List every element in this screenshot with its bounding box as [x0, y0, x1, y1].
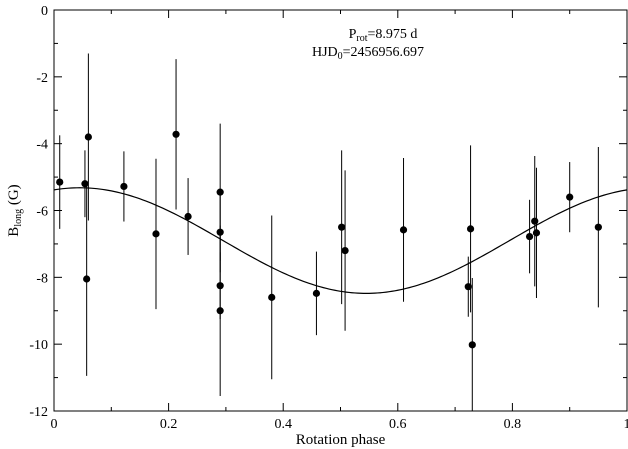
- y-axis-title-unit: (G): [6, 184, 22, 209]
- data-point: [268, 293, 276, 301]
- y-axis-title-sub: long: [13, 209, 24, 227]
- y-tick-label: -10: [29, 338, 48, 353]
- x-tick-label: 0.4: [274, 417, 292, 432]
- x-tick-label: 0.8: [504, 417, 522, 432]
- period-annotation: Prot=8.975 d: [349, 27, 418, 44]
- data-point: [184, 212, 192, 221]
- data-point: [464, 283, 472, 291]
- period-annotation-main: P: [349, 27, 357, 42]
- data-point: [216, 228, 224, 236]
- data-point: [532, 229, 541, 237]
- model-curve: [53, 187, 628, 294]
- axis-ticks: [53, 9, 628, 412]
- errorbar-group: [59, 53, 599, 411]
- y-tick-label: -8: [36, 271, 48, 286]
- period-annotation-rest: =8.975 d: [368, 27, 418, 42]
- y-axis-title: Blong (G): [6, 184, 24, 236]
- data-point: [83, 275, 91, 283]
- data-point: [594, 223, 602, 231]
- y-tick-label: -12: [29, 405, 48, 420]
- plot-area: [53, 9, 628, 412]
- x-tick-label: 1: [624, 417, 628, 432]
- y-tick-label: 0: [41, 4, 48, 19]
- y-tick-label: -6: [36, 205, 48, 220]
- data-point: [338, 223, 346, 231]
- data-point: [399, 226, 408, 234]
- data-point: [84, 133, 92, 141]
- y-tick-label: -2: [36, 71, 48, 86]
- data-point: [566, 193, 574, 201]
- data-point: [312, 289, 321, 297]
- data-point: [56, 178, 64, 186]
- epoch-annotation-rest: =2456956.697: [343, 45, 424, 60]
- x-tick-label: 0.6: [389, 417, 407, 432]
- x-axis-title: Rotation phase: [296, 432, 386, 448]
- data-point: [216, 188, 224, 196]
- data-point: [172, 130, 180, 138]
- x-tick-label: 0: [51, 417, 58, 432]
- y-axis-title-main: B: [6, 227, 22, 237]
- y-tick-labels: 0 -2 -4 -6 -8 -10 -12: [29, 4, 48, 420]
- data-point: [468, 341, 476, 349]
- epoch-annotation-main: HJD: [312, 45, 338, 60]
- x-tick-label: 0.2: [160, 417, 178, 432]
- data-point: [216, 282, 224, 290]
- data-point-group: [56, 130, 602, 349]
- data-point: [525, 232, 534, 241]
- model-curve-group: [53, 187, 628, 294]
- data-point: [81, 180, 89, 188]
- epoch-annotation-sub: 0: [338, 51, 343, 62]
- epoch-annotation: HJD0=2456956.697: [312, 45, 424, 62]
- data-point: [120, 182, 128, 191]
- plot-frame: [53, 9, 628, 412]
- x-tick-labels: 0 0.2 0.4 0.6 0.8 1: [51, 417, 628, 432]
- data-point: [531, 217, 539, 225]
- data-point: [466, 225, 475, 233]
- data-point: [152, 230, 160, 238]
- y-tick-label: -4: [36, 138, 48, 153]
- data-point: [216, 307, 224, 315]
- period-annotation-sub: rot: [356, 33, 367, 44]
- data-point: [341, 247, 349, 255]
